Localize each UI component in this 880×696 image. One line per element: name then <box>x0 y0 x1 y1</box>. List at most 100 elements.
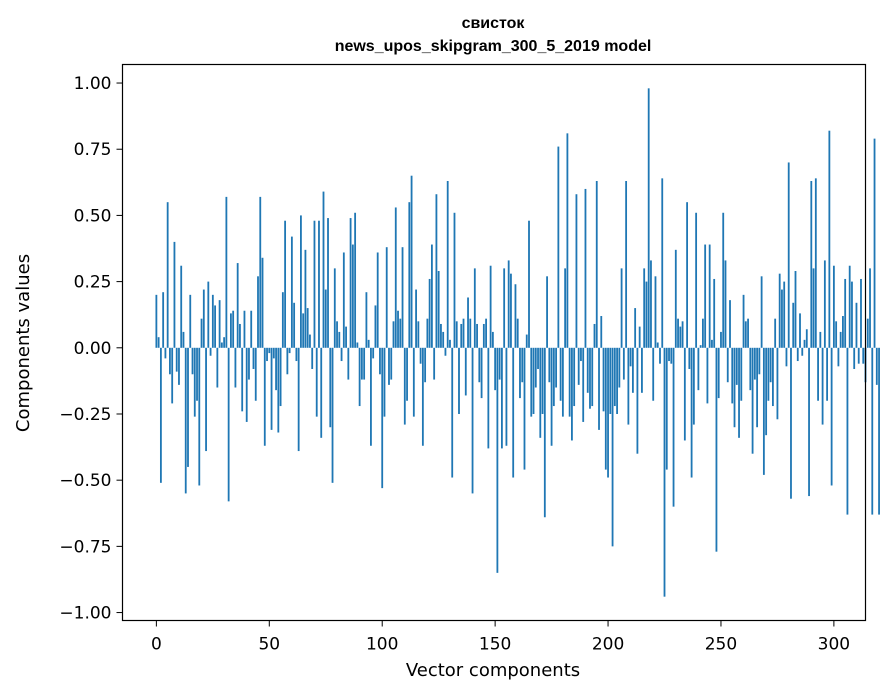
bar <box>706 347 709 404</box>
bar <box>828 130 831 348</box>
bar <box>379 347 381 375</box>
bar <box>184 347 187 494</box>
bar <box>756 347 759 428</box>
bar <box>726 347 729 383</box>
bar <box>487 347 490 449</box>
bar <box>491 331 494 348</box>
bar <box>627 347 630 425</box>
bar <box>442 331 445 348</box>
bar <box>365 292 368 348</box>
bar <box>717 347 720 399</box>
bar <box>604 347 607 470</box>
bar <box>636 347 639 454</box>
bar <box>656 342 659 348</box>
bar <box>512 347 515 478</box>
bar <box>720 331 722 348</box>
bar <box>537 347 539 369</box>
bar <box>419 347 422 364</box>
bar <box>523 347 526 470</box>
x-tick-label: 100 <box>366 635 398 655</box>
x-tick-label: 300 <box>818 635 850 655</box>
bar <box>397 310 399 348</box>
bar <box>810 181 813 348</box>
bar <box>433 347 436 380</box>
bar <box>796 347 799 362</box>
bar <box>528 220 530 348</box>
bar <box>415 289 417 348</box>
bar <box>498 347 501 380</box>
bar <box>476 323 478 348</box>
bar <box>401 247 404 348</box>
bar <box>367 339 370 348</box>
bar <box>769 347 772 383</box>
bar <box>735 347 738 385</box>
bar <box>557 146 560 348</box>
y-axis-ticks: 1.00 0.75 0.50 0.25 0.00 −0.25 −0.50 −0.75 −1.00 <box>59 74 123 624</box>
bar <box>187 347 189 467</box>
bar <box>338 331 341 348</box>
bar <box>159 347 162 483</box>
bar <box>613 347 616 407</box>
bar <box>178 347 180 385</box>
bar <box>760 276 763 348</box>
bar <box>435 194 438 348</box>
bar <box>704 244 707 348</box>
bar <box>191 347 194 375</box>
bar <box>575 194 578 348</box>
bar <box>489 265 492 348</box>
bar <box>765 347 768 436</box>
bar <box>609 347 612 414</box>
bar <box>848 265 851 348</box>
bar <box>652 347 655 401</box>
bar <box>507 260 510 348</box>
bar <box>424 347 427 383</box>
bar <box>284 220 287 348</box>
bar <box>230 313 232 348</box>
y-axis-label: Components values <box>13 254 34 432</box>
bar <box>503 268 506 348</box>
chart-title: свисток <box>462 15 526 32</box>
bar <box>853 347 856 369</box>
bar <box>426 318 429 348</box>
bar <box>234 347 237 388</box>
bar <box>622 347 625 380</box>
bar <box>749 347 752 391</box>
bar <box>697 347 700 391</box>
bar <box>223 337 226 348</box>
bar <box>753 347 756 380</box>
bar <box>564 268 567 348</box>
bar <box>711 339 713 348</box>
bar <box>473 268 476 348</box>
bar <box>582 347 585 422</box>
bar <box>674 249 677 348</box>
bar <box>573 347 576 407</box>
bar <box>611 347 614 547</box>
x-tick-label: 200 <box>592 635 624 655</box>
bar <box>259 196 262 348</box>
bar <box>358 347 361 407</box>
bar <box>408 202 411 348</box>
bar <box>322 191 325 348</box>
bar <box>514 284 517 348</box>
bar <box>857 347 860 364</box>
bar <box>543 347 546 518</box>
bar <box>532 347 535 414</box>
bar <box>180 265 183 348</box>
bar <box>471 347 474 494</box>
bar <box>482 323 485 348</box>
bar <box>399 318 402 348</box>
bar <box>641 347 643 393</box>
bar <box>460 323 463 348</box>
bar <box>383 347 386 417</box>
bar <box>805 329 808 348</box>
bar <box>783 281 786 348</box>
bar <box>324 289 327 348</box>
bar <box>688 347 691 369</box>
bar <box>162 292 165 348</box>
bar <box>209 347 212 356</box>
bar <box>392 321 395 348</box>
bar <box>794 271 797 348</box>
bar <box>376 252 379 348</box>
bar <box>327 218 329 348</box>
bar <box>550 347 553 446</box>
